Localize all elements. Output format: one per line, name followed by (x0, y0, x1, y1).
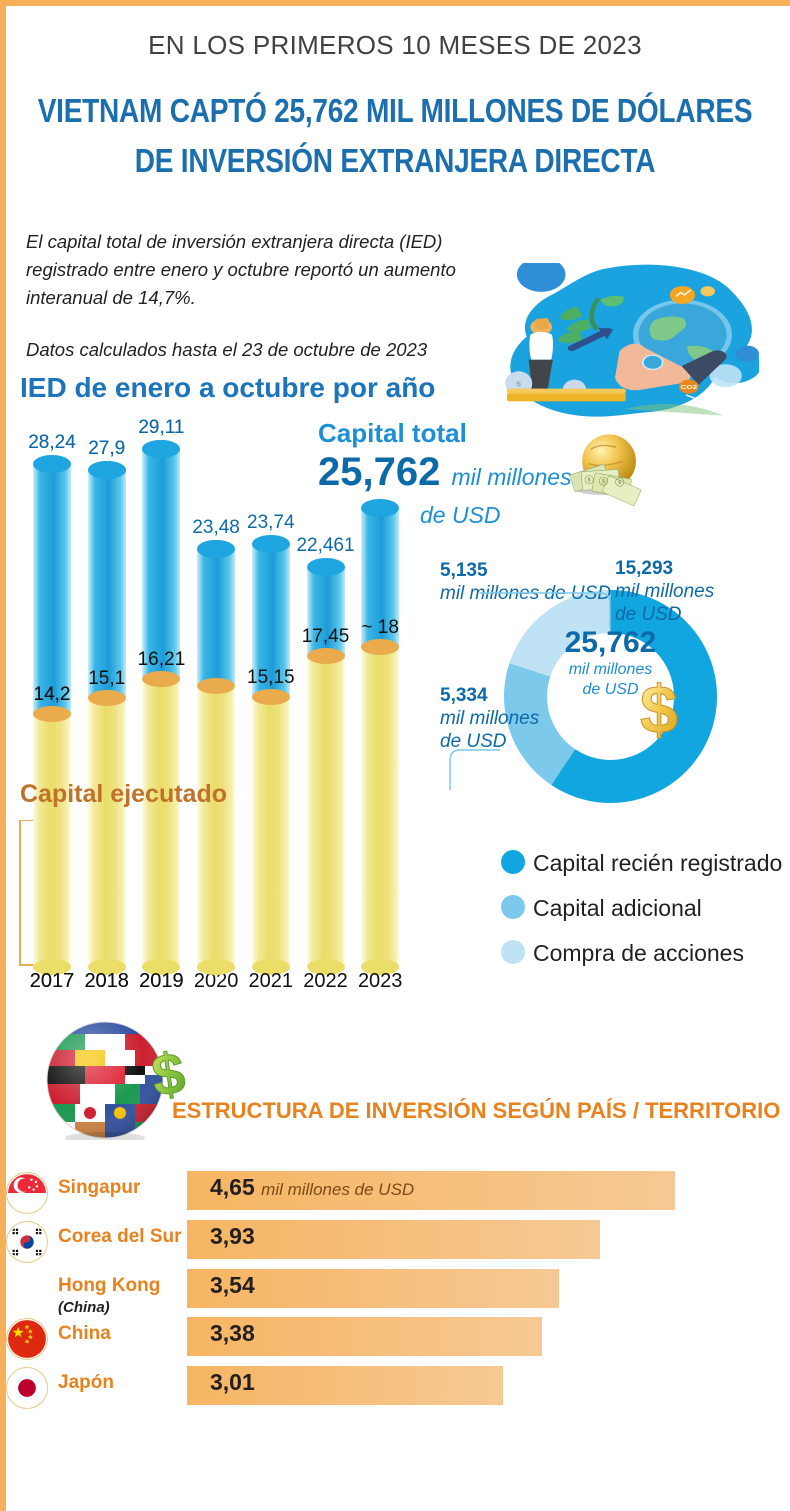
svg-text:$: $ (618, 480, 621, 486)
svg-text:$: $ (602, 479, 605, 485)
svg-text:$: $ (640, 672, 678, 748)
svg-text:$: $ (588, 478, 591, 484)
svg-text:CO2: CO2 (680, 385, 697, 391)
svg-text:$: $ (516, 380, 522, 387)
